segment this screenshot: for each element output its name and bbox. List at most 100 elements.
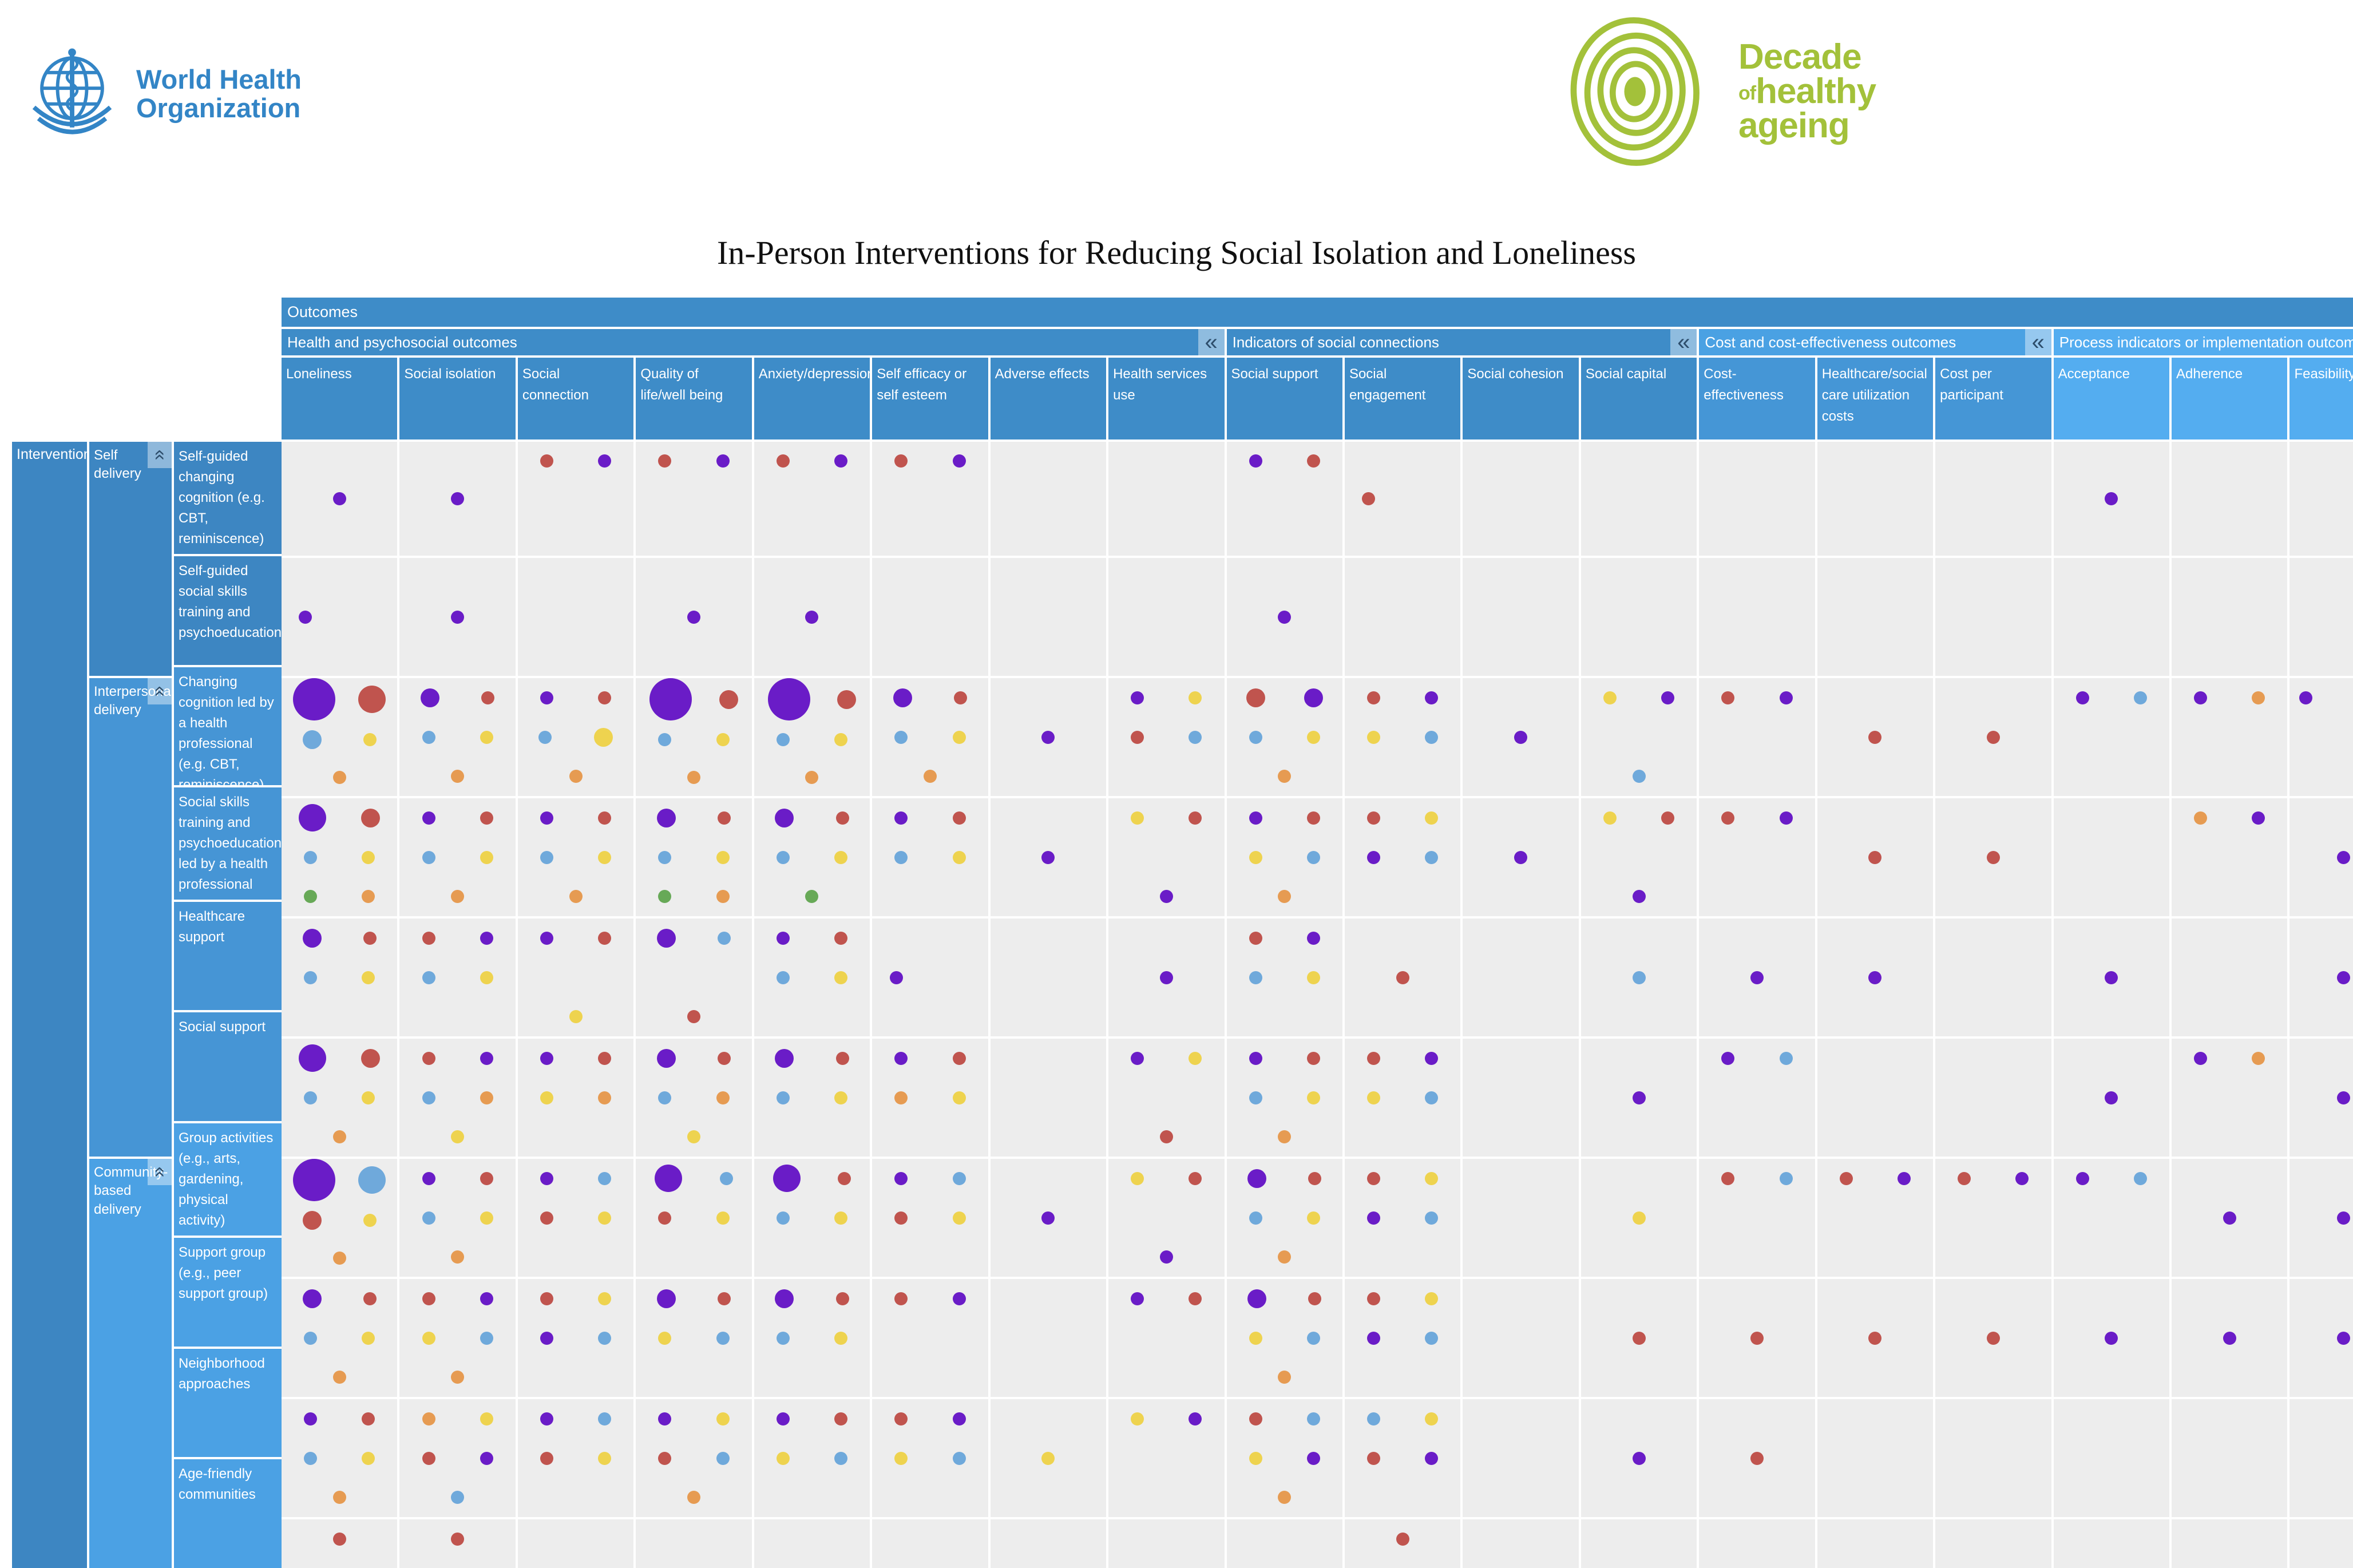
evidence-dot[interactable] <box>1131 1412 1144 1426</box>
evidence-dot[interactable] <box>834 1412 848 1426</box>
evidence-dot[interactable] <box>894 850 908 864</box>
evidence-dot[interactable] <box>835 1292 849 1305</box>
evidence-dot[interactable] <box>952 1051 966 1065</box>
evidence-dot[interactable] <box>422 1211 435 1225</box>
evidence-dot[interactable] <box>776 850 790 864</box>
evidence-dot[interactable] <box>332 492 346 505</box>
evidence-dot[interactable] <box>1306 1451 1320 1465</box>
evidence-dot[interactable] <box>1249 1331 1262 1345</box>
evidence-dot[interactable] <box>332 1491 346 1504</box>
evidence-dot[interactable] <box>451 492 465 505</box>
evidence-dot[interactable] <box>656 928 676 948</box>
evidence-dot[interactable] <box>1425 1051 1439 1065</box>
evidence-dot[interactable] <box>361 1048 381 1068</box>
evidence-dot[interactable] <box>1249 1451 1262 1465</box>
evidence-dot[interactable] <box>332 1532 346 1546</box>
evidence-dot[interactable] <box>1779 691 1793 704</box>
evidence-dot[interactable] <box>299 1044 327 1072</box>
evidence-dot[interactable] <box>451 1491 465 1504</box>
evidence-dot[interactable] <box>540 454 553 468</box>
evidence-dot[interactable] <box>1367 1292 1381 1305</box>
evidence-dot[interactable] <box>2336 971 2350 984</box>
evidence-dot[interactable] <box>1396 1532 1409 1546</box>
evidence-dot[interactable] <box>480 1051 493 1065</box>
evidence-dot[interactable] <box>1632 1091 1646 1104</box>
evidence-dot[interactable] <box>451 1532 465 1546</box>
evidence-dot[interactable] <box>894 454 908 468</box>
evidence-dot[interactable] <box>1868 850 1882 864</box>
evidence-dot[interactable] <box>1425 811 1439 825</box>
evidence-dot[interactable] <box>598 691 612 704</box>
evidence-dot[interactable] <box>952 1211 966 1225</box>
collapse-delivery-group-button[interactable]: « <box>148 678 172 704</box>
evidence-dot[interactable] <box>1661 811 1675 825</box>
evidence-dot[interactable] <box>304 1331 318 1345</box>
evidence-dot[interactable] <box>656 1289 676 1308</box>
evidence-dot[interactable] <box>540 1211 553 1225</box>
evidence-dot[interactable] <box>1750 1451 1764 1465</box>
evidence-dot[interactable] <box>2133 1171 2147 1185</box>
evidence-dot[interactable] <box>451 610 465 624</box>
evidence-dot[interactable] <box>422 1091 435 1104</box>
evidence-dot[interactable] <box>480 730 493 744</box>
evidence-dot[interactable] <box>1189 1171 1202 1185</box>
evidence-dot[interactable] <box>540 1412 553 1426</box>
evidence-dot[interactable] <box>838 1171 851 1185</box>
evidence-dot[interactable] <box>834 454 848 468</box>
evidence-dot[interactable] <box>718 1292 731 1305</box>
evidence-dot[interactable] <box>775 1289 794 1308</box>
evidence-dot[interactable] <box>952 1451 966 1465</box>
evidence-dot[interactable] <box>894 730 908 744</box>
evidence-dot[interactable] <box>1632 1211 1646 1225</box>
evidence-dot[interactable] <box>1278 890 1292 904</box>
evidence-dot[interactable] <box>480 850 493 864</box>
evidence-dot[interactable] <box>834 931 848 945</box>
evidence-dot[interactable] <box>1306 730 1320 744</box>
evidence-dot[interactable] <box>894 1171 908 1185</box>
evidence-dot[interactable] <box>332 1251 346 1265</box>
evidence-dot[interactable] <box>1898 1171 1911 1185</box>
evidence-dot[interactable] <box>2336 850 2350 864</box>
evidence-dot[interactable] <box>1425 1292 1439 1305</box>
evidence-dot[interactable] <box>655 1165 683 1193</box>
evidence-dot[interactable] <box>1514 850 1528 864</box>
evidence-dot[interactable] <box>1367 850 1381 864</box>
evidence-dot[interactable] <box>1362 492 1376 505</box>
evidence-dot[interactable] <box>2075 1171 2089 1185</box>
evidence-dot[interactable] <box>658 850 672 864</box>
evidence-dot[interactable] <box>1632 1451 1646 1465</box>
evidence-dot[interactable] <box>776 1211 790 1225</box>
evidence-dot[interactable] <box>1278 1250 1292 1264</box>
evidence-dot[interactable] <box>1131 730 1144 744</box>
evidence-dot[interactable] <box>1425 1211 1439 1225</box>
evidence-dot[interactable] <box>716 1331 730 1345</box>
evidence-dot[interactable] <box>2194 691 2208 704</box>
evidence-dot[interactable] <box>480 1292 493 1305</box>
evidence-dot[interactable] <box>834 1331 848 1345</box>
evidence-dot[interactable] <box>2133 691 2147 704</box>
evidence-dot[interactable] <box>1721 811 1735 825</box>
evidence-dot[interactable] <box>1306 850 1320 864</box>
evidence-dot[interactable] <box>1632 971 1646 984</box>
evidence-dot[interactable] <box>358 1166 386 1194</box>
evidence-dot[interactable] <box>716 454 730 468</box>
evidence-dot[interactable] <box>775 1048 794 1068</box>
evidence-dot[interactable] <box>658 1331 672 1345</box>
evidence-dot[interactable] <box>304 890 318 904</box>
evidence-dot[interactable] <box>687 610 701 624</box>
evidence-dot[interactable] <box>834 1211 848 1225</box>
evidence-dot[interactable] <box>593 727 613 747</box>
evidence-dot[interactable] <box>716 1412 730 1426</box>
evidence-dot[interactable] <box>776 1412 790 1426</box>
evidence-dot[interactable] <box>422 971 435 984</box>
evidence-dot[interactable] <box>658 454 672 468</box>
evidence-dot[interactable] <box>776 971 790 984</box>
evidence-dot[interactable] <box>952 454 966 468</box>
evidence-dot[interactable] <box>952 1091 966 1104</box>
evidence-dot[interactable] <box>954 691 968 704</box>
evidence-dot[interactable] <box>1868 1331 1882 1345</box>
evidence-dot[interactable] <box>834 850 848 864</box>
evidence-dot[interactable] <box>805 890 819 904</box>
evidence-dot[interactable] <box>451 1250 465 1264</box>
evidence-dot[interactable] <box>718 1051 731 1065</box>
